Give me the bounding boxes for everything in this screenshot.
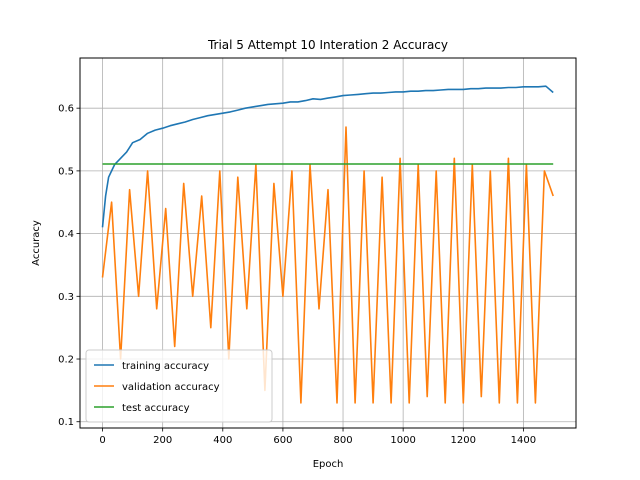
x-axis-label: Epoch	[313, 459, 344, 470]
x-tick-label: 400	[213, 435, 232, 446]
x-tick-label: 0	[99, 435, 105, 446]
y-axis: 0.1 0.2 0.3 0.4 0.5 0.6	[58, 104, 80, 428]
x-axis: 0 200 400 600 800 1000 1200 1400	[99, 428, 536, 446]
legend-label: training accuracy	[122, 361, 209, 372]
series-line-2	[101, 126, 554, 404]
series-line-1	[101, 85, 554, 228]
y-tick-label: 0.5	[58, 166, 74, 177]
y-tick-label: 0.3	[58, 292, 74, 303]
legend: training accuracy validation accuracy test…	[85, 349, 273, 423]
legend-label: test accuracy	[122, 403, 190, 414]
chart-title: Trial 5 Attempt 10 Interation 2 Accuracy	[207, 38, 448, 52]
y-tick-label: 0.1	[58, 417, 74, 428]
x-tick-label: 600	[273, 435, 292, 446]
x-tick-label: 1200	[451, 435, 476, 446]
y-tick-label: 0.2	[58, 355, 74, 366]
axes-frame	[79, 57, 577, 429]
legend-label: validation accuracy	[122, 382, 220, 393]
plot-area	[101, 85, 554, 404]
x-tick-label: 200	[153, 435, 172, 446]
x-tick-label: 1000	[390, 435, 415, 446]
x-tick-label: 1400	[511, 435, 536, 446]
y-tick-label: 0.6	[58, 104, 74, 115]
legend-box	[85, 349, 273, 423]
y-tick-label: 0.4	[58, 229, 74, 240]
y-axis-label: Accuracy	[31, 220, 42, 266]
x-tick-label: 800	[333, 435, 352, 446]
